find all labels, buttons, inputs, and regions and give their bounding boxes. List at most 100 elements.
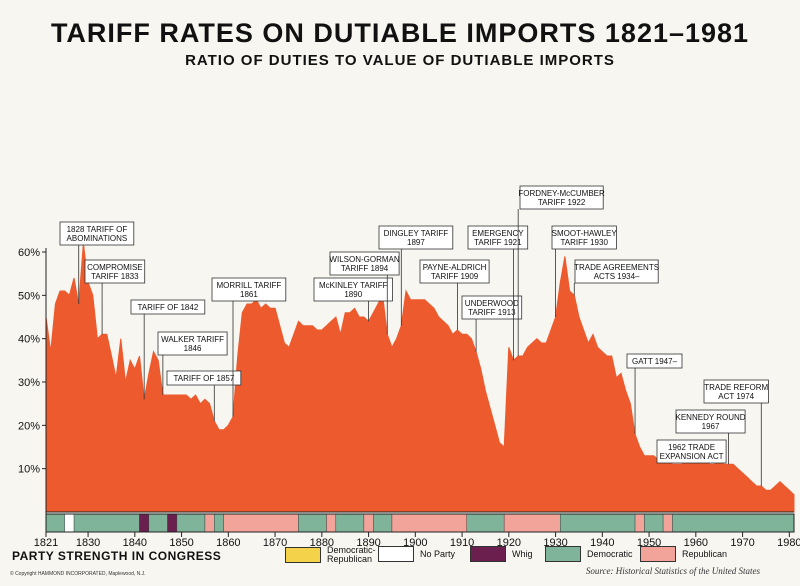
annotation-1947: GATT 1947– [626,353,683,434]
y-tick-label: 20% [18,420,40,432]
party-segment-whig [139,513,150,533]
annotation-box [626,353,683,369]
annotation-box [551,225,617,250]
tariff-rate-area [45,243,795,513]
annotation-text: TARIFF 1909 [431,272,479,281]
legend-swatch-democratic-republican [285,547,321,563]
annotation-box [461,295,523,320]
legend-item-republican: Republican [640,546,727,562]
y-tick-label: 30% [18,377,40,389]
party-segment-democratic [148,513,168,533]
annotation-text: WALKER TARIFF [161,335,224,344]
legend-item-democratic: Democratic [545,546,633,562]
annotation-1857: TARIFF OF 1857 [166,370,242,421]
annotation-text: 1846 [184,344,202,353]
x-tick-label: 1840 [123,537,147,549]
party-segment-democratic [45,513,65,533]
y-tick-label: 40% [18,334,40,346]
annotation-box [329,251,400,276]
annotation-text: TARIFF OF 1857 [174,374,235,383]
party-segment-democratic [466,513,505,533]
legend-swatch-democratic [545,546,581,562]
x-tick-label: 1870 [263,537,287,549]
party-segment-republican [391,513,467,533]
legend-label-democratic-republican: Democratic- Republican [327,545,376,564]
party-segment-republican [326,513,337,533]
tariff-area-series [45,243,795,513]
party-segment-whig [167,513,178,533]
party-segment-democratic [176,513,206,533]
annotation-box [157,331,228,356]
legend-label-democratic: Democratic [587,549,633,559]
annotation-text: TARIFF 1921 [474,238,522,247]
annotation-text: 1967 [702,422,720,431]
legend-swatch-republican [640,546,676,562]
legend-swatch-whig [470,546,506,562]
x-tick-label: 1830 [76,537,100,549]
party-segment-democratic [373,513,393,533]
annotation-text: EXPANSION ACT [660,452,724,461]
party-segment-republican [634,513,645,533]
y-tick-label: 60% [18,247,40,259]
party-segment-democratic [298,513,327,533]
party-segment-democratic [214,513,224,533]
annotation-box [378,225,454,250]
x-tick-label: 1850 [169,537,193,549]
annotation-text: UNDERWOOD [465,299,519,308]
chart-subtitle: RATIO OF DUTIES TO VALUE OF DUTIABLE IMP… [185,52,615,69]
annotation-box [166,370,242,386]
copyright-notice: © Copyright HAMMOND INCORPORATED, Maplew… [10,571,146,577]
tariff-annotations: 1828 TARIFF OFABOMINATIONSCOMPROMISETARI… [59,185,769,486]
annotation-text: PAYNE-ALDRICH [423,263,487,272]
legend-title: PARTY STRENGTH IN CONGRESS [12,549,222,563]
legend-label-no-party: No Party [420,549,456,559]
annotation-box [519,185,604,210]
x-tick-label: 1890 [356,537,380,549]
annotation-text: 1962 TRADE [668,443,715,452]
annotation-text: FORDNEY-McCUMBER [518,189,605,198]
annotation-text: TRADE REFORM [704,383,768,392]
party-segment-democratic [73,513,140,533]
party-segment-republican [363,513,374,533]
annotation-box [59,221,135,246]
annotation-text: TRADE AGREEMENTS [574,263,659,272]
party-segment-democratic [335,513,365,533]
chart-axes: 10% 20% 30% 40% 50% 60% 1821 1830 1840 1850 1860 18… [18,247,800,549]
annotation-text: 1890 [344,290,362,299]
annotation-text: ACT 1974 [718,392,754,401]
annotation-box [467,225,529,250]
source-note: Source: Historical Statistics of the Uni… [585,566,760,576]
annotation-text: ABOMINATIONS [67,234,128,243]
annotation-box [574,259,659,284]
party-segment-republican [223,513,299,533]
annotation-text: TARIFF 1930 [560,238,608,247]
annotation-text: TARIFF 1833 [91,272,139,281]
annotation-text: 1861 [240,290,258,299]
party-segment-republican [503,513,561,533]
x-tick-label: 1970 [730,537,754,549]
legend-label-republican: Republican [682,549,728,559]
annotation-box [313,277,393,302]
x-tick-label: 1960 [684,537,708,549]
legend-swatch-no-party [378,546,414,562]
annotation-text: SMOOT-HAWLEY [552,229,618,238]
party-segment-democratic [672,513,795,533]
legend-label-whig: Whig [512,549,533,559]
annotation-box [211,277,287,302]
annotation-text: GATT 1947– [632,357,678,366]
y-tick-label: 10% [18,464,40,476]
y-tick-label: 50% [18,290,40,302]
